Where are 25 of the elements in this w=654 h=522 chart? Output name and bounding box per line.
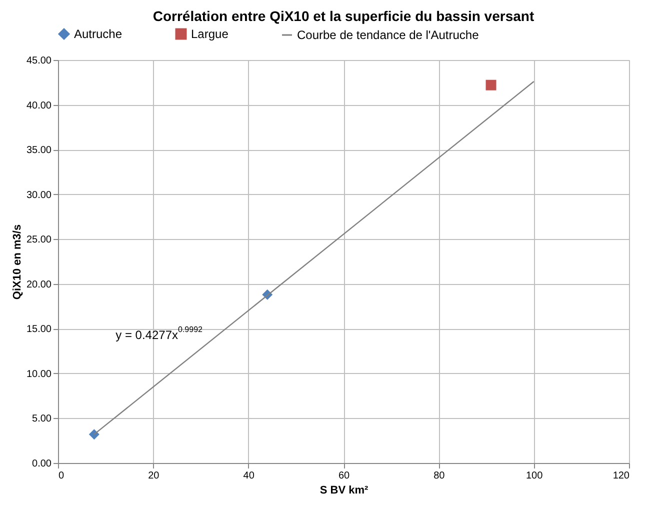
x-tick-label: 60 (338, 470, 350, 482)
y-tick-label: 15.00 (26, 324, 52, 336)
y-tick-label: 0.00 (32, 458, 52, 470)
x-tick-label: 20 (148, 470, 160, 482)
legend-label: Courbe de tendance de l'Autruche (297, 28, 480, 42)
y-tick-label: 40.00 (26, 100, 52, 112)
y-axis-title: QiX10 en m3/s (11, 224, 24, 300)
legend-label: Largue (191, 27, 229, 41)
y-tick-label: 10.00 (26, 368, 52, 380)
x-tick-label: 0 (58, 470, 64, 482)
y-tick-label: 30.00 (26, 190, 52, 201)
x-tick-label: 100 (526, 470, 544, 482)
x-tick-label: 120 (612, 470, 630, 482)
point (88, 429, 100, 440)
x-tick-label: 40 (243, 470, 255, 482)
y-tick-label: 25.00 (26, 234, 52, 246)
point (486, 80, 496, 90)
y-tick-label: 20.00 (26, 279, 52, 290)
y-tick-label: 45.00 (26, 56, 52, 66)
x-tick-label: 80 (434, 470, 446, 482)
y-tick-label: 35.00 (26, 145, 52, 156)
chart-title: Corrélation entre QiX10 et la superficie du bassin versant (152, 8, 534, 24)
y-tick-label: 5.00 (32, 414, 52, 425)
legend-label: Autruche (74, 27, 122, 41)
x-axis-title: S BV km² (320, 484, 368, 496)
